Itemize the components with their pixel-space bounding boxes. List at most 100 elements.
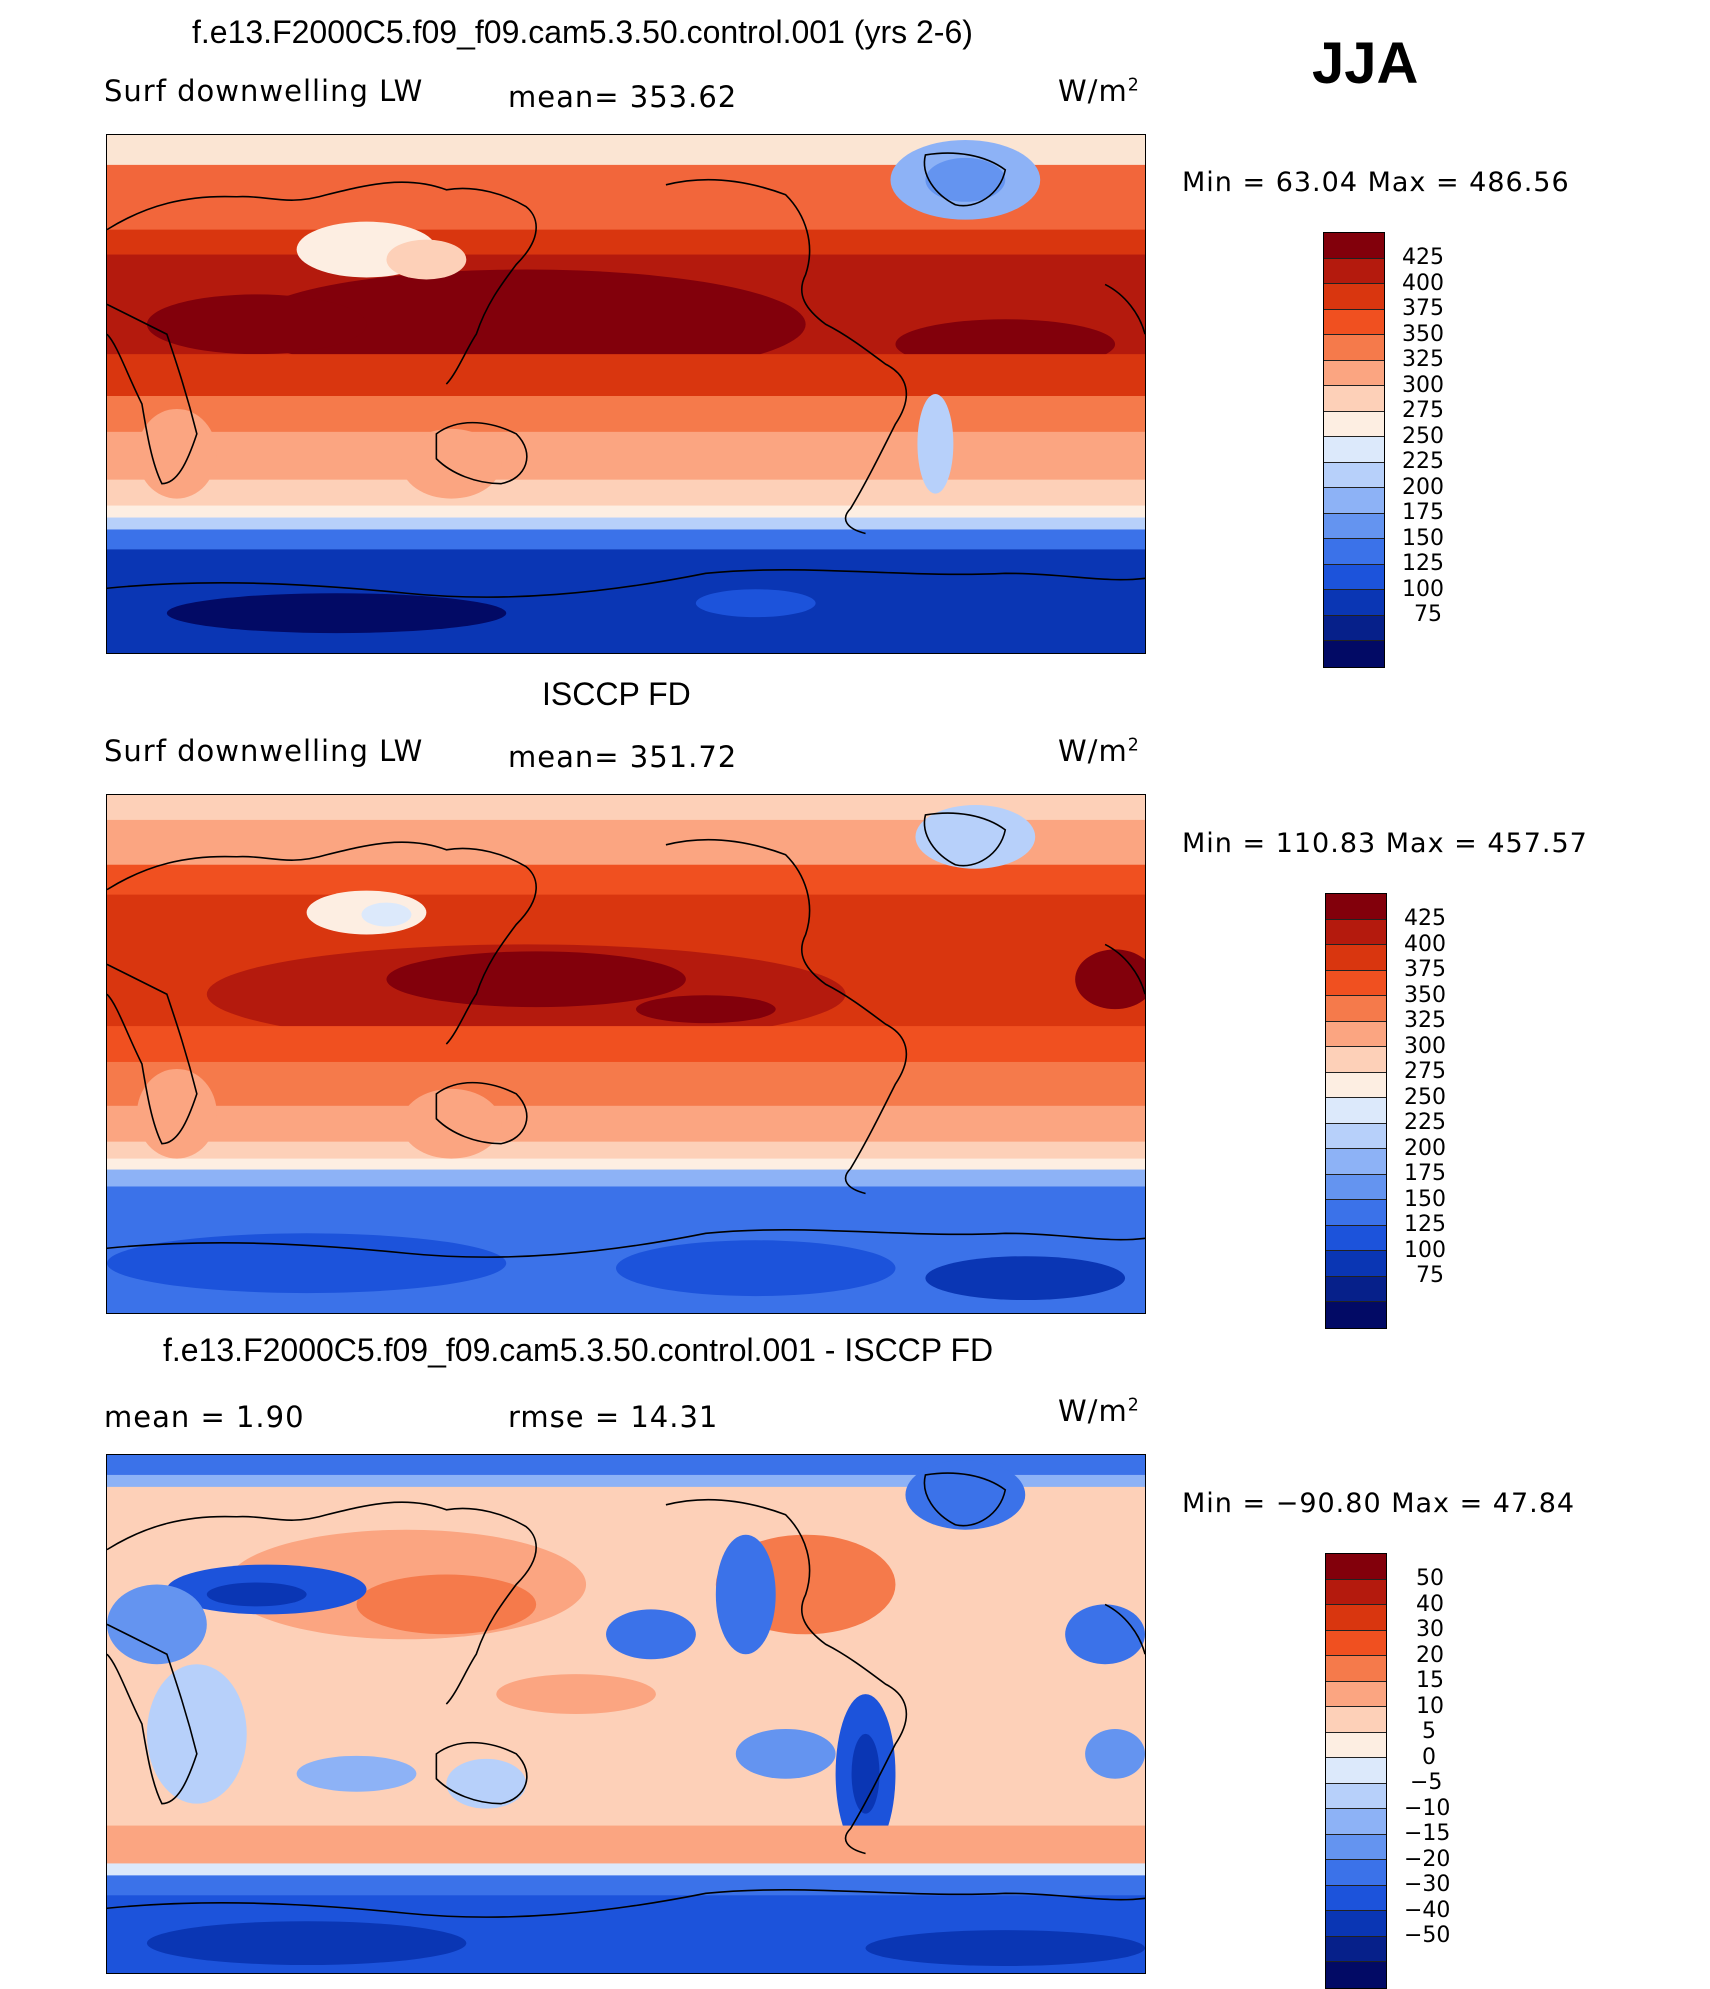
colorbar-swatch bbox=[1326, 1885, 1386, 1911]
colorbar-swatch bbox=[1326, 1302, 1386, 1328]
colorbar-tick-label: −5 bbox=[1410, 1770, 1443, 1795]
colorbar-tick-label: 275 bbox=[1402, 398, 1444, 423]
colorbar-swatch bbox=[1326, 1834, 1386, 1860]
colorbar-tick-label: 375 bbox=[1402, 296, 1444, 321]
colorbar-swatch bbox=[1326, 1630, 1386, 1656]
colorbar-tick-label: 75 bbox=[1414, 602, 1442, 627]
colorbar-swatch bbox=[1326, 996, 1386, 1022]
panel2-mean-label: mean= 351.72 bbox=[508, 740, 738, 774]
season-label: JJA bbox=[1312, 31, 1419, 96]
colorbar-swatch bbox=[1326, 1251, 1386, 1277]
colorbar-tick-label: 300 bbox=[1402, 373, 1444, 398]
colorbar-swatch bbox=[1324, 233, 1384, 259]
panel3-units: W/m2 bbox=[1058, 1394, 1140, 1428]
colorbar-tick-label: 375 bbox=[1404, 957, 1446, 982]
colorbar-tick-label: 15 bbox=[1416, 1668, 1444, 1693]
colorbar-swatch bbox=[1326, 1681, 1386, 1707]
colorbar-swatch bbox=[1324, 539, 1384, 565]
colorbar-swatch bbox=[1326, 1656, 1386, 1682]
colorbar-tick-label: 250 bbox=[1402, 424, 1444, 449]
colorbar-tick-label: 400 bbox=[1402, 271, 1444, 296]
colorbar-swatch bbox=[1326, 894, 1386, 920]
colorbar-tick-label: 75 bbox=[1416, 1263, 1444, 1288]
colorbar-swatch bbox=[1324, 360, 1384, 386]
panel3-mean-label: mean = 1.90 bbox=[104, 1400, 305, 1434]
colorbar-tick-label: −15 bbox=[1404, 1821, 1451, 1846]
colorbar-swatch bbox=[1326, 1732, 1386, 1758]
colorbar-swatch bbox=[1326, 1021, 1386, 1047]
colorbar-swatch bbox=[1326, 945, 1386, 971]
colorbar-tick-label: 30 bbox=[1416, 1617, 1444, 1642]
colorbar-tick-label: 350 bbox=[1404, 983, 1446, 1008]
colorbar-tick-label: 150 bbox=[1402, 526, 1444, 551]
colorbar-swatch bbox=[1324, 488, 1384, 514]
panel3-map bbox=[106, 1454, 1146, 1974]
colorbar-tick-label: 175 bbox=[1402, 500, 1444, 525]
panel1-units: W/m2 bbox=[1058, 74, 1140, 108]
colorbar-tick-label: 5 bbox=[1422, 1719, 1436, 1744]
colorbar-tick-label: 100 bbox=[1402, 577, 1444, 602]
colorbar-tick-label: 175 bbox=[1404, 1161, 1446, 1186]
colorbar-tick-label: −20 bbox=[1404, 1847, 1451, 1872]
colorbar-swatch bbox=[1326, 1554, 1386, 1580]
colorbar-swatch bbox=[1326, 1809, 1386, 1835]
colorbar-swatch bbox=[1326, 1149, 1386, 1175]
colorbar-tick-label: 100 bbox=[1404, 1238, 1446, 1263]
colorbar-swatch bbox=[1324, 513, 1384, 539]
colorbar-tick-label: −40 bbox=[1404, 1898, 1451, 1923]
panel2-map bbox=[106, 794, 1146, 1314]
colorbar-swatch bbox=[1326, 1047, 1386, 1073]
colorbar-tick-label: 200 bbox=[1404, 1136, 1446, 1161]
colorbar-swatch bbox=[1326, 1758, 1386, 1784]
panel1-map-field bbox=[107, 135, 1145, 653]
panel2-map-field bbox=[107, 795, 1145, 1313]
colorbar-tick-label: 350 bbox=[1402, 322, 1444, 347]
colorbar-tick-label: 0 bbox=[1422, 1745, 1436, 1770]
panel3-rmse-label: rmse = 14.31 bbox=[508, 1400, 719, 1434]
colorbar-swatch bbox=[1324, 309, 1384, 335]
panel3-map-field bbox=[107, 1455, 1145, 1973]
colorbar-swatch bbox=[1324, 641, 1384, 667]
colorbar-tick-label: 50 bbox=[1416, 1566, 1444, 1591]
colorbar-swatch bbox=[1326, 1072, 1386, 1098]
panel3-title: f.e13.F2000C5.f09_f09.cam5.3.50.control.… bbox=[163, 1332, 994, 1368]
panel2-title: ISCCP FD bbox=[542, 676, 691, 712]
colorbar-swatch bbox=[1324, 564, 1384, 590]
colorbar-swatch bbox=[1326, 1579, 1386, 1605]
colorbar-tick-label: −30 bbox=[1404, 1872, 1451, 1897]
panel1-colorbar bbox=[1323, 232, 1385, 668]
panel1-minmax: Min = 63.04 Max = 486.56 bbox=[1182, 167, 1570, 198]
panel3-colorbar bbox=[1325, 1553, 1387, 1989]
colorbar-swatch bbox=[1324, 615, 1384, 641]
colorbar-tick-label: 125 bbox=[1402, 551, 1444, 576]
colorbar-swatch bbox=[1326, 1860, 1386, 1886]
colorbar-swatch bbox=[1326, 1200, 1386, 1226]
panel1-map bbox=[106, 134, 1146, 654]
panel1-title: f.e13.F2000C5.f09_f09.cam5.3.50.control.… bbox=[192, 14, 973, 50]
colorbar-swatch bbox=[1324, 462, 1384, 488]
panel1-mean-label: mean= 353.62 bbox=[508, 80, 738, 114]
panel2-minmax: Min = 110.83 Max = 457.57 bbox=[1182, 828, 1588, 859]
colorbar-tick-label: 225 bbox=[1402, 449, 1444, 474]
colorbar-tick-label: 10 bbox=[1416, 1694, 1444, 1719]
colorbar-swatch bbox=[1324, 590, 1384, 616]
colorbar-tick-label: 275 bbox=[1404, 1059, 1446, 1084]
colorbar-swatch bbox=[1326, 1605, 1386, 1631]
colorbar-swatch bbox=[1324, 411, 1384, 437]
colorbar-tick-label: 200 bbox=[1402, 475, 1444, 500]
colorbar-tick-label: 425 bbox=[1402, 245, 1444, 270]
colorbar-swatch bbox=[1326, 919, 1386, 945]
panel2-variable-label: Surf downwelling LW bbox=[104, 734, 424, 768]
colorbar-swatch bbox=[1326, 1123, 1386, 1149]
colorbar-swatch bbox=[1326, 1276, 1386, 1302]
panel1-variable-label: Surf downwelling LW bbox=[104, 74, 424, 108]
colorbar-swatch bbox=[1326, 1936, 1386, 1962]
colorbar-swatch bbox=[1324, 386, 1384, 412]
colorbar-swatch bbox=[1324, 258, 1384, 284]
colorbar-tick-label: 400 bbox=[1404, 932, 1446, 957]
colorbar-swatch bbox=[1326, 1707, 1386, 1733]
colorbar-swatch bbox=[1326, 1225, 1386, 1251]
colorbar-tick-label: −10 bbox=[1404, 1796, 1451, 1821]
colorbar-tick-label: 225 bbox=[1404, 1110, 1446, 1135]
colorbar-tick-label: 125 bbox=[1404, 1212, 1446, 1237]
